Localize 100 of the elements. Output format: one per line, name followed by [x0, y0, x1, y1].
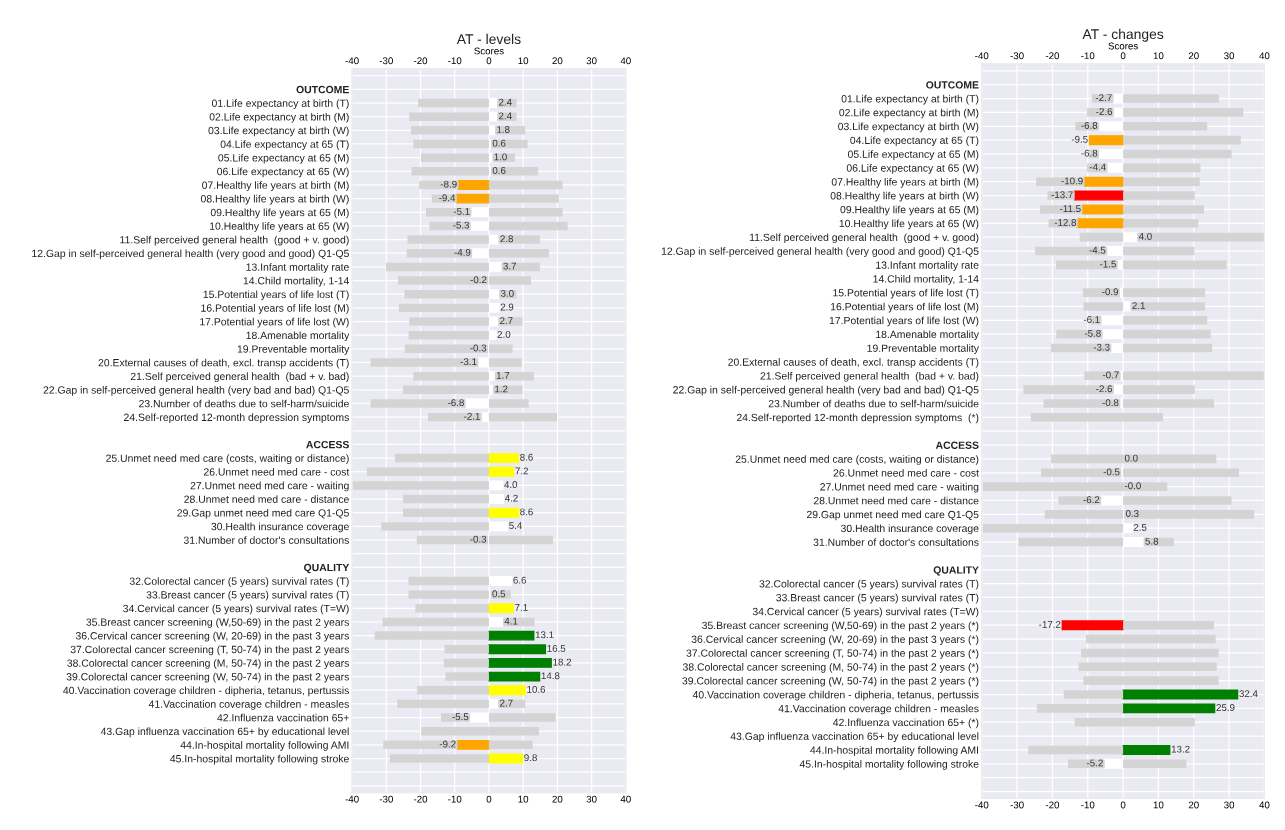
data-label: -9.5	[1071, 135, 1088, 143]
data-label: -8.9	[440, 180, 457, 188]
data-label: 1.0	[494, 153, 507, 161]
data-label: -10.9	[1061, 177, 1083, 185]
y-tick-label: 06.Life expectancy at 65 (W)	[846, 164, 979, 174]
data-label: 18.2	[553, 658, 572, 666]
data-label: -9.4	[439, 194, 456, 202]
y-tick-label: 06.Life expectancy at 65 (W)	[217, 167, 349, 178]
x-tick-label: -40	[975, 801, 989, 809]
data-label: 4.0	[504, 481, 518, 488]
data-label: -6.8	[1081, 149, 1098, 157]
data-label: -3.1	[460, 358, 477, 366]
x2-tick-label: -40	[975, 52, 989, 60]
y-tick-label: 02.Life expectancy at birth (M)	[839, 108, 979, 119]
data-label: -0.3	[470, 344, 487, 352]
y-tick-label: 28.Unmet need med care - distance	[813, 496, 979, 505]
x2-tick-label: 30	[1224, 52, 1235, 60]
x2-tick-label: -40	[345, 57, 359, 65]
data-label: -0.0	[1124, 482, 1141, 490]
y-tick-label: 30.Health insurance coverage	[211, 522, 349, 533]
y-tick-label: 21.Self perceived general health (bad + v. bad)	[130, 372, 349, 383]
y-tick-label: OUTCOME	[926, 81, 979, 89]
y-tick-label: 08.Healthy life years at birth (W)	[200, 194, 349, 205]
data-label: 0.5	[492, 590, 506, 598]
y-tick-label: 23.Number of deaths due to self-harm/suicide	[139, 399, 349, 408]
data-label: -17.2	[1039, 620, 1061, 628]
x2-tick-label: -10	[1081, 52, 1095, 60]
x-tick-label: 30	[1224, 801, 1235, 809]
x-tick-label: -30	[1010, 801, 1024, 809]
y-tick-label: 09.Healthy life years at 65 (M)	[840, 205, 979, 216]
x2-tick-label: -20	[1045, 52, 1060, 60]
y-tick-label: QUALITY	[304, 563, 350, 574]
y-tick-label: 13.Infant mortality rate	[876, 261, 979, 271]
y-tick-label: 39.Colorectal cancer screening (W, 50-74) in the past 2 years (*)	[682, 676, 979, 687]
data-label: 32.4	[1239, 690, 1258, 698]
y-tick-label: 05.Life expectancy at 65 (M)	[218, 153, 349, 164]
y-tick-label: 21.Self perceived general health (bad + v. bad)	[760, 371, 979, 382]
y-tick-label: 37.Colorectal cancer screening (T, 50-74) in the past 2 years	[70, 645, 349, 656]
y-tick-label: 07.Healthy life years at birth (M)	[831, 177, 979, 188]
y-tick-label: QUALITY	[933, 566, 979, 576]
y-tick-label: 01.Life expectancy at birth (T)	[841, 94, 979, 105]
y-tick-label: 40.Vaccination coverage children - dipheria, tetanus, pertussis	[63, 686, 349, 697]
y-tick-label: 24.Self-reported 12-month depression symptoms	[124, 413, 349, 424]
x2-tick-label: -30	[379, 57, 393, 65]
data-label: 2.4	[499, 98, 512, 106]
data-label: -3.3	[1093, 343, 1110, 351]
data-label: 2.9	[500, 303, 514, 311]
y-tick-label: 19.Preventable mortality	[867, 344, 979, 354]
y-tick-label: 20.External causes of death, excl. transp accidents (T)	[728, 358, 979, 368]
y-tick-label: 41.Vaccination coverage children - measles	[778, 704, 979, 715]
y-tick-label: 41.Vaccination coverage children - measles	[148, 700, 349, 710]
data-label: 3.0	[500, 289, 514, 297]
x-tick-label: -30	[379, 795, 393, 803]
y-tick-label: 44.In-hospital mortality following AMI	[810, 746, 979, 756]
data-label: -1.5	[1100, 260, 1116, 268]
y-tick-label: 36.Cervical cancer screening (W, 20-69) in the past 3 years (*)	[691, 635, 979, 646]
data-label: 8.6	[520, 508, 533, 516]
x-tick-label: -10	[1081, 801, 1095, 809]
x-tick-label: 10	[518, 795, 529, 803]
data-label: 1.2	[495, 385, 508, 393]
y-tick-label: 22.Gap in self-perceived general health (very bad and bad) Q1-Q5	[673, 385, 979, 396]
x-tick-label: -40	[345, 795, 359, 803]
y-tick-label: 01.Life expectancy at birth (T)	[211, 99, 349, 109]
data-label: 0.3	[1125, 510, 1139, 517]
y-tick-label: 35.Breast cancer screening (W,50-69) in the past 2 years	[86, 618, 349, 628]
x-tick-label: -20	[1045, 801, 1060, 809]
y-tick-label: 38.Colorectal cancer screening (M, 50-74) in the past 2 years (*)	[682, 663, 979, 673]
y-tick-label: ACCESS	[306, 440, 349, 449]
y-tick-label: 28.Unmet need med care - distance	[184, 495, 349, 503]
y-tick-label: 31.Number of doctor's consultations	[183, 536, 349, 544]
x2-axis-title: Scores	[1108, 42, 1138, 50]
data-label: -11.5	[1060, 205, 1081, 213]
data-label: -2.1	[464, 412, 480, 420]
x-tick-label: 30	[586, 795, 597, 803]
y-tick-label: 17.Potential years of life lost (W)	[200, 317, 349, 328]
x-tick-label: 40	[620, 795, 631, 803]
x2-tick-label: -30	[1010, 52, 1024, 60]
y-tick-label: 12.Gap in self-perceived general health (very good and good) Q1-Q5	[661, 247, 979, 257]
y-tick-label: 05.Life expectancy at 65 (M)	[847, 150, 979, 160]
data-label: -6.8	[1081, 122, 1098, 129]
data-label: -5.5	[452, 713, 469, 721]
y-tick-label: 36.Cervical cancer screening (W, 20-69) in the past 3 years	[75, 631, 349, 642]
data-label: -13.7	[1051, 191, 1073, 199]
x2-tick-label: 0	[1120, 52, 1126, 60]
data-label: 14.8	[541, 672, 560, 680]
data-label: 8.6	[520, 453, 533, 461]
data-label: 10.6	[527, 685, 546, 693]
y-tick-label: 15.Potential years of life lost (T)	[203, 290, 349, 301]
data-label: -4.9	[454, 248, 471, 256]
data-label: -9.2	[439, 740, 456, 748]
y-tick-label: 09.Healthy life years at 65 (M)	[210, 208, 349, 219]
x-tick-label: 0	[486, 795, 492, 803]
y-tick-label: 03.Life expectancy at birth (W)	[838, 122, 979, 133]
y-tick-label: 45.In-hospital mortality following stroke	[170, 754, 349, 765]
data-label: -6.1	[1083, 316, 1100, 323]
y-tick-label: 32.Colorectal cancer (5 years) survival rates (T)	[759, 579, 979, 590]
data-label: 4.0	[1138, 232, 1152, 240]
data-label: 2.7	[500, 699, 513, 707]
x2-tick-label: 10	[1153, 52, 1164, 60]
data-label: 0.6	[492, 167, 506, 174]
